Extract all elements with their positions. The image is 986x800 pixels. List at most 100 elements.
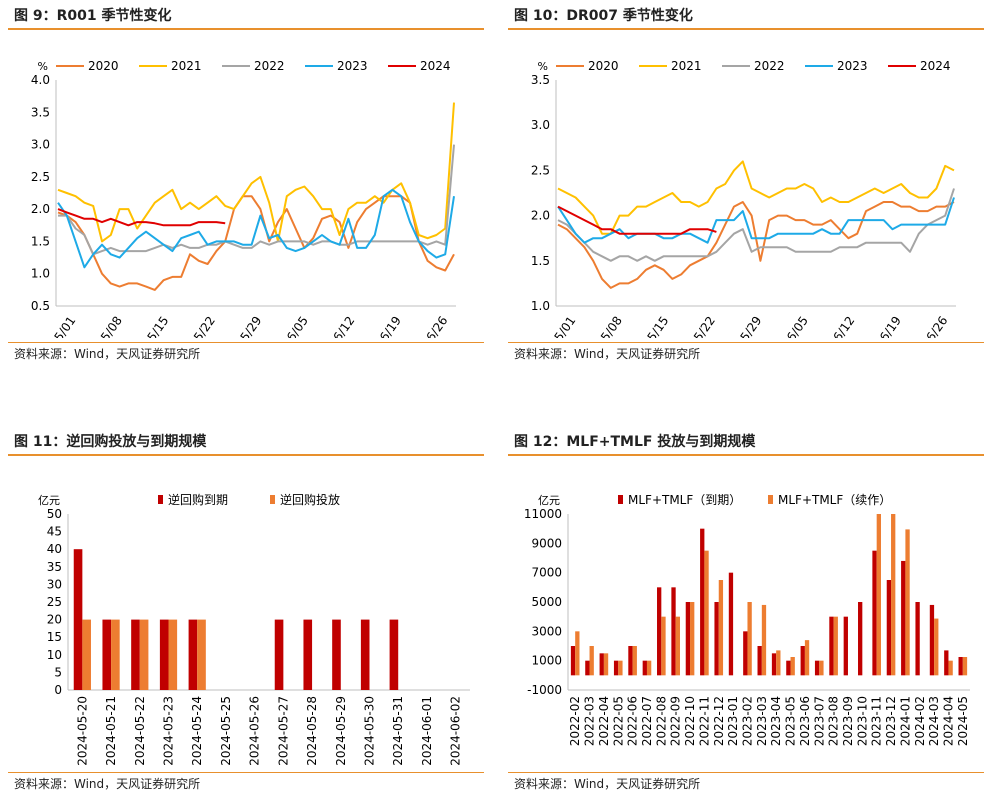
x-tick-label: 2024-05-30 [363, 696, 377, 766]
bar-maturity [800, 646, 805, 676]
y-tick-label: 4.0 [31, 73, 50, 87]
chart-panel-fig10: 图 10：DR007 季节性变化 % 1.0 1.5 2.0 2.5 3.0 3.5 05/0… [508, 4, 984, 365]
legend-label-1: 逆回购投放 [280, 492, 340, 507]
bar-maturity [843, 616, 848, 676]
bar-injection [876, 514, 881, 676]
legend-label-2021: 2021 [671, 59, 702, 73]
bar-maturity [757, 646, 762, 676]
bar-maturity [901, 560, 906, 676]
series-line-2023 [57, 188, 455, 269]
bar-maturity [872, 550, 877, 676]
y-tick-label: 1000 [531, 654, 562, 668]
bar-maturity [958, 657, 963, 676]
y-tick-label: 35 [47, 560, 62, 574]
bar-maturity [814, 660, 820, 676]
y-tick-label: 11000 [524, 507, 562, 521]
bar-maturity [188, 619, 198, 690]
x-tick-label: 2024-05 [956, 696, 970, 746]
x-tick-label: 2024-05-27 [276, 696, 290, 766]
y-axis-unit: 亿元 [38, 494, 60, 507]
legend-label-2022: 2022 [754, 59, 785, 73]
bar-maturity [915, 602, 920, 676]
x-tick-label: 2023-09 [841, 696, 855, 746]
x-tick-label: 2024-05-21 [104, 696, 118, 766]
x-tick-label: 2023-04 [769, 696, 783, 746]
bar-injection [833, 616, 838, 676]
y-tick-label: 3.5 [531, 73, 550, 87]
x-tick-label: 2024-06-02 [449, 696, 463, 766]
bar-maturity [360, 619, 370, 690]
legend-label-2020: 2020 [88, 59, 119, 73]
x-tick-label: 2022-07 [640, 696, 654, 746]
chart-panel-fig12: 图 12：MLF+TMLF 投放与到期规模 亿元 -1000 1000 3000 500… [508, 430, 984, 795]
x-tick-label: 05/08 [94, 314, 125, 338]
bar-maturity [858, 602, 863, 676]
bar-maturity [771, 653, 777, 676]
y-tick-label: 45 [47, 525, 62, 539]
bar-injection [575, 631, 580, 676]
x-tick-label: 2024-05-20 [75, 696, 89, 766]
bar-chart-reverse-repo: 亿元 0 5 10 15 20 25 30 35 40 45 50 逆回购到期 逆回购投放 2024-05-… [38, 492, 470, 766]
x-tick-label: 2022-08 [654, 696, 668, 746]
y-tick-label: 3.0 [31, 138, 50, 152]
x-tick-label: 2023-08 [827, 696, 841, 746]
y-tick-label: 2.0 [31, 202, 50, 216]
legend-swatch-1 [270, 495, 275, 504]
line-chart-r001: % 0.5 1.0 1.5 2.0 2.5 3.0 3.5 4.0 05/01 05/08 05/15… [31, 59, 456, 350]
x-tick-label: 2024-02 [913, 696, 927, 746]
y-tick-label: 50 [47, 507, 62, 521]
y-axis-unit: % [38, 60, 48, 73]
bar-maturity [642, 660, 647, 676]
x-tick-label: 06/26 [919, 314, 950, 338]
bar-injection [718, 580, 724, 676]
bar-maturity [599, 653, 604, 676]
bar-maturity [332, 619, 341, 690]
legend-label-1: MLF+TMLF（续作） [778, 493, 891, 507]
series-line-2022 [557, 188, 955, 262]
bar-maturity [700, 528, 705, 676]
x-tick-label: 2023-02 [740, 696, 754, 746]
x-tick-label: 2022-10 [683, 696, 697, 746]
x-tick-label: 2022-03 [583, 696, 597, 746]
bar-maturity [657, 587, 662, 676]
bar-maturity [685, 602, 691, 676]
x-tick-label: 2024-05-24 [190, 696, 204, 766]
bar-injection [690, 602, 695, 676]
bar-maturity [671, 587, 676, 676]
legend-label-0: 逆回购到期 [168, 492, 228, 507]
y-tick-label: -1000 [527, 683, 562, 697]
legend-swatch-0 [158, 495, 163, 504]
chart-title: 图 9：R001 季节性变化 [8, 4, 484, 30]
x-tick-label: 2023-10 [855, 696, 869, 746]
bar-maturity [714, 602, 719, 676]
x-tick-label: 2024-05-26 [248, 696, 262, 766]
x-tick-label: 05/29 [233, 314, 264, 338]
x-tick-label: 2024-03 [927, 696, 941, 746]
series-line-2024 [57, 208, 226, 227]
legend-label-2021: 2021 [171, 59, 202, 73]
bar-injection [776, 650, 781, 676]
x-tick-label: 06/05 [780, 314, 811, 338]
series-line-2022 [58, 144, 455, 256]
bar-injection [603, 653, 609, 676]
source-note: 资料来源：Wind，天风证券研究所 [8, 342, 484, 365]
bar-injection [675, 616, 680, 676]
x-tick-label: 2022-05 [611, 696, 625, 746]
bar-injection [197, 619, 206, 690]
x-tick-label: 06/26 [419, 314, 450, 338]
x-tick-label: 05/22 [187, 314, 218, 338]
x-tick-label: 2022-06 [626, 696, 640, 746]
bar-maturity [131, 619, 140, 690]
series-line-2024 [557, 205, 717, 235]
legend-swatch-1 [768, 495, 773, 504]
y-tick-label: 5000 [531, 595, 562, 609]
y-tick-label: 2.0 [531, 209, 550, 223]
bar-chart-mlf: 亿元 -1000 1000 3000 5000 7000 9000 11000 MLF+TMLF… [524, 493, 970, 746]
bar-maturity [585, 660, 590, 676]
y-tick-label: 30 [47, 577, 62, 591]
x-tick-label: 06/12 [826, 314, 857, 338]
x-tick-label: 2022-02 [568, 696, 582, 746]
bar-injection [790, 657, 795, 676]
y-tick-label: 1.0 [531, 299, 550, 313]
x-tick-label: 05/22 [687, 314, 718, 338]
